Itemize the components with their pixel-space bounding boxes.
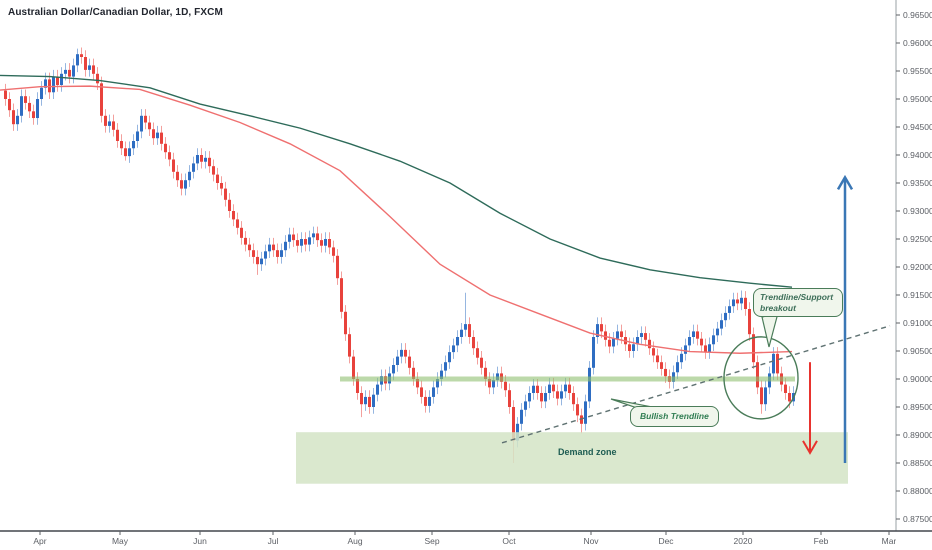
price-tick-label: 0.96000 [903, 38, 932, 48]
candlestick-series[interactable] [4, 47, 795, 463]
breakout-ellipse[interactable] [723, 336, 799, 420]
callout-tail-0 [761, 312, 779, 348]
price-tick-label: 0.88500 [903, 458, 932, 468]
demand-zone-label: Demand zone [558, 447, 617, 457]
price-tick-label: 0.94500 [903, 122, 932, 132]
time-tick-label: Jul [267, 536, 279, 546]
time-tick-label: Mar [881, 536, 896, 546]
price-tick-label: 0.92500 [903, 234, 932, 244]
time-tick-label: Sep [424, 536, 440, 546]
time-tick-label: 2020 [733, 536, 753, 546]
price-tick-label: 0.93500 [903, 178, 932, 188]
price-tick-label: 0.94000 [903, 150, 932, 160]
price-tick-label: 0.88000 [903, 486, 932, 496]
price-tick-label: 0.91500 [903, 290, 932, 300]
up-projection-arrow[interactable] [836, 174, 854, 463]
price-tick-label: 0.89500 [903, 402, 932, 412]
slow-moving-average-line [0, 74, 793, 288]
price-tick-label: 0.92000 [903, 262, 932, 272]
callout-trendline-breakout[interactable]: Trendline/Support breakout [753, 288, 843, 318]
price-tick-label: 0.96500 [903, 10, 932, 20]
price-tick-label: 0.89000 [903, 430, 932, 440]
time-tick-label: May [111, 536, 129, 546]
down-projection-arrow[interactable] [802, 362, 818, 455]
price-tick-label: 0.90000 [903, 374, 932, 384]
price-tick-label: 0.95000 [903, 94, 932, 104]
time-tick-label: Oct [502, 536, 516, 546]
price-tick-label: 0.91000 [903, 318, 932, 328]
time-tick-label: Apr [33, 536, 47, 546]
price-axis[interactable]: 0.96500 0.96000 0.95500 0.95000 0.94500 0.940… [896, 0, 932, 532]
price-tick-label: 0.87500 [903, 514, 932, 524]
time-axis[interactable]: Apr May Jun Jul Aug Sep Oct Nov Dec 2020 Feb Mar [0, 532, 896, 550]
fast-moving-average-line [0, 85, 793, 354]
time-tick-label: Aug [347, 536, 363, 546]
price-tick-label: 0.95500 [903, 66, 932, 76]
demand-zone-rect[interactable] [296, 432, 848, 484]
time-tick-label: Feb [813, 536, 829, 546]
time-tick-label: Nov [583, 536, 599, 546]
time-tick-label: Jun [193, 536, 207, 546]
symbol-title[interactable]: Australian Dollar/Canadian Dollar, 1D, F… [8, 7, 223, 18]
price-tick-label: 0.93000 [903, 206, 932, 216]
callout-bullish-trendline[interactable]: Bullish Trendline [630, 406, 719, 427]
price-tick-label: 0.90500 [903, 346, 932, 356]
time-tick-label: Dec [658, 536, 674, 546]
bullish-trendline-line[interactable] [501, 325, 891, 444]
